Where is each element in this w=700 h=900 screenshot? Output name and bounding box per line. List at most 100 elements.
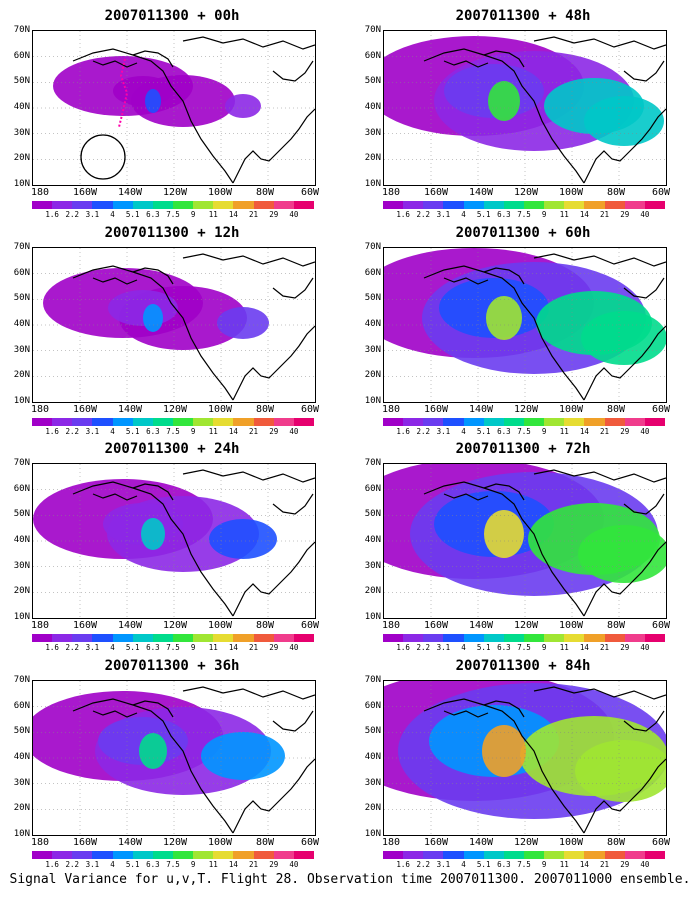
colorbar-label: 2.2 — [65, 427, 80, 436]
panel-title-48h: 2007011300 + 48h — [455, 8, 591, 24]
lat-label: 50N — [364, 509, 381, 520]
colorbar-swatch — [52, 418, 73, 426]
lat-label: 10N — [364, 829, 381, 839]
colorbar-label: 2.2 — [416, 643, 431, 652]
variance-contour — [143, 304, 163, 332]
coastline — [623, 493, 665, 515]
colorbar-swatch — [172, 201, 194, 209]
lat-label: 10N — [364, 396, 381, 406]
lon-label: 180 — [30, 404, 50, 415]
map-panel-24h — [32, 463, 316, 619]
lon-label: 120W — [513, 404, 539, 415]
colorbar-swatch — [152, 851, 173, 859]
lon-label: 60W — [300, 620, 320, 631]
lat-label: 50N — [13, 293, 30, 304]
lon-label: 120W — [162, 620, 188, 631]
coastline — [182, 686, 315, 700]
colorbar-swatch — [584, 851, 605, 859]
colorbar-label: 2.2 — [65, 210, 80, 219]
colorbar-label: 29 — [269, 427, 279, 436]
colorbar-label: 14 — [228, 210, 238, 219]
colorbar-swatch — [523, 634, 545, 642]
colorbar-label: 1.6 — [45, 210, 59, 219]
variance-contour — [113, 76, 173, 106]
map-panel-84h — [383, 680, 667, 836]
map-svg-48h — [384, 31, 666, 185]
coastline — [72, 265, 234, 401]
colorbar-label: 21 — [600, 210, 610, 219]
colorbar-label: 29 — [269, 860, 279, 869]
colorbar-swatch — [624, 634, 645, 642]
colorbar-48h — [383, 201, 665, 209]
lon-label: 140W — [117, 837, 143, 848]
colorbar-label: 7.5 — [517, 210, 531, 219]
colorbar-swatch — [443, 201, 464, 209]
lon-label: 100W — [558, 187, 584, 198]
colorbar-label: 3.1 — [436, 643, 451, 652]
lat-label: 10N — [13, 179, 30, 189]
colorbar-swatch — [253, 851, 274, 859]
lat-label: 70N — [364, 242, 381, 252]
map-panel-48h — [383, 30, 667, 186]
coastline — [132, 267, 174, 285]
colorbar-label: 7.5 — [166, 643, 180, 652]
lat-label: 60N — [13, 50, 30, 61]
lon-label: 120W — [513, 187, 539, 198]
colorbar-swatch — [523, 201, 545, 209]
colorbar-label: 5.1 — [476, 643, 491, 652]
coastline — [623, 277, 665, 299]
colorbar-label: 21 — [249, 427, 259, 436]
colorbar-label: 5.1 — [125, 427, 140, 436]
colorbar-label: 2.2 — [416, 210, 431, 219]
colorbar-label: 40 — [640, 210, 650, 219]
variance-contour — [484, 510, 524, 558]
colorbar-label: 4 — [461, 427, 466, 436]
variance-contour — [488, 81, 520, 121]
colorbar-label: 11 — [208, 860, 218, 869]
panel-title-60h: 2007011300 + 60h — [455, 225, 591, 241]
colorbar-label: 14 — [579, 860, 589, 869]
colorbar-swatch — [112, 201, 133, 209]
colorbar-swatch — [152, 634, 173, 642]
map-svg-24h — [33, 464, 315, 618]
lat-label: 10N — [364, 179, 381, 189]
coastline — [182, 469, 315, 483]
colorbar-swatch — [112, 418, 133, 426]
variance-contour — [145, 89, 161, 113]
colorbar-72h — [383, 634, 665, 642]
colorbar-label: 21 — [600, 860, 610, 869]
colorbar-label: 1.6 — [396, 427, 410, 436]
colorbar-swatch — [172, 418, 194, 426]
coastline — [72, 481, 234, 617]
colorbar-swatch — [132, 851, 153, 859]
coastline — [483, 483, 525, 501]
colorbar-swatch — [233, 201, 254, 209]
lat-label: 10N — [13, 396, 30, 406]
colorbar-swatch — [644, 851, 665, 859]
lat-label: 40N — [364, 752, 381, 762]
colorbar-label: 3.1 — [85, 860, 100, 869]
coastline — [72, 698, 234, 834]
colorbar-swatch — [544, 634, 565, 642]
colorbar-swatch — [193, 418, 214, 426]
map-svg-84h — [384, 681, 666, 835]
lon-label: 80W — [606, 620, 626, 631]
colorbar-swatch — [604, 201, 625, 209]
colorbar-label: 9 — [190, 210, 196, 219]
colorbar-label: 2.2 — [416, 860, 431, 869]
colorbar-12h — [32, 418, 314, 426]
coastline — [583, 541, 666, 617]
colorbar-label: 6.3 — [146, 210, 160, 219]
lat-label: 40N — [13, 535, 30, 545]
map-svg-60h — [384, 248, 666, 402]
colorbar-swatch — [92, 634, 113, 642]
colorbar-swatch — [52, 634, 73, 642]
colorbar-swatch — [463, 201, 484, 209]
lon-label: 160W — [72, 187, 98, 198]
coastline — [423, 698, 585, 834]
colorbar-84h — [383, 851, 665, 859]
colorbar-label: 9 — [541, 643, 547, 652]
colorbar-swatch — [132, 634, 153, 642]
lat-label: 30N — [13, 127, 30, 138]
variance-contour — [486, 296, 522, 340]
